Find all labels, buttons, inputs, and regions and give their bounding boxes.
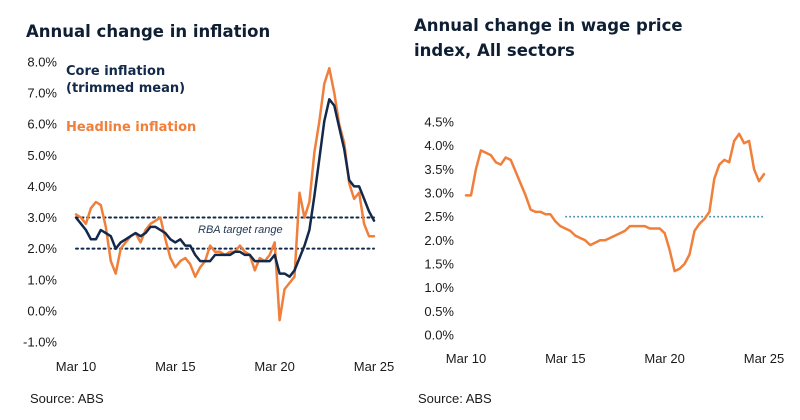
y-tick-label: 0.0%: [424, 328, 454, 343]
y-tick-label: 8.0%: [27, 55, 57, 70]
y-tick-label: 3.0%: [424, 186, 454, 201]
y-tick-label: 5.0%: [27, 148, 57, 163]
y-tick-label: 4.0%: [424, 138, 454, 153]
y-tick-label: 0.0%: [27, 303, 57, 318]
inflation-y-axis: -1.0% 0.0% 1.0% 2.0% 3.0% 4.0% 5.0% 6.0% 7.0% 8.0…: [23, 55, 57, 350]
y-tick-label: 2.0%: [424, 233, 454, 248]
y-tick-label: 3.5%: [424, 162, 454, 177]
wage-y-axis: 0.0% 0.5% 1.0% 1.5% 2.0% 2.5% 3.0% 3.5% 4.0% 4.5%: [424, 115, 454, 343]
rba-target-band: [75, 216, 375, 250]
headline-inflation-legend: Headline inflation: [66, 120, 196, 135]
x-tick-label: Mar 25: [744, 351, 784, 366]
y-tick-label: 4.0%: [27, 179, 57, 194]
x-tick-label: Mar 20: [644, 351, 684, 366]
y-tick-label: 7.0%: [27, 86, 57, 101]
wage-price-chart: Annual change in wage price index, All s…: [414, 16, 784, 406]
wage-chart-title-line1: Annual change in wage price: [414, 16, 683, 35]
x-tick-label: Mar 25: [354, 359, 394, 374]
wage-x-axis: Mar 10 Mar 15 Mar 20 Mar 25: [446, 351, 784, 366]
core-inflation-legend-line2: (trimmed mean): [66, 81, 185, 96]
wage-source: Source: ABS: [418, 391, 492, 406]
y-tick-label: 1.0%: [424, 280, 454, 295]
y-tick-label: 2.0%: [27, 241, 57, 256]
annual-change-in-wage-price-index-line: [464, 132, 766, 273]
x-tick-label: Mar 10: [56, 359, 96, 374]
x-tick-label: Mar 15: [155, 359, 195, 374]
y-tick-label: 3.0%: [27, 210, 57, 225]
inflation-chart: Annual change in inflation -1.0% 0.0% 1.0%…: [23, 22, 394, 406]
y-tick-label: 4.5%: [424, 115, 454, 130]
inflation-source: Source: ABS: [30, 391, 104, 406]
x-tick-label: Mar 10: [446, 351, 486, 366]
y-tick-label: 6.0%: [27, 117, 57, 132]
inflation-series: [74, 66, 376, 322]
y-tick-label: 2.5%: [424, 209, 454, 224]
rba-target-label: RBA target range: [198, 224, 283, 236]
wage-series: [464, 132, 766, 273]
wage-chart-title-line2: index, All sectors: [414, 41, 575, 60]
core-inflation-legend-line1: Core inflation: [66, 64, 165, 79]
core-inflation-trimmed-mean-line: [74, 98, 376, 278]
y-tick-label: 1.5%: [424, 257, 454, 272]
x-tick-label: Mar 15: [545, 351, 585, 366]
inflation-x-axis: Mar 10 Mar 15 Mar 20 Mar 25: [56, 359, 394, 374]
y-tick-label: 1.0%: [27, 272, 57, 287]
headline-inflation-line: [74, 66, 376, 322]
y-tick-label: 0.5%: [424, 304, 454, 319]
inflation-chart-title: Annual change in inflation: [26, 22, 270, 41]
x-tick-label: Mar 20: [254, 359, 294, 374]
y-tick-label: -1.0%: [23, 335, 57, 350]
